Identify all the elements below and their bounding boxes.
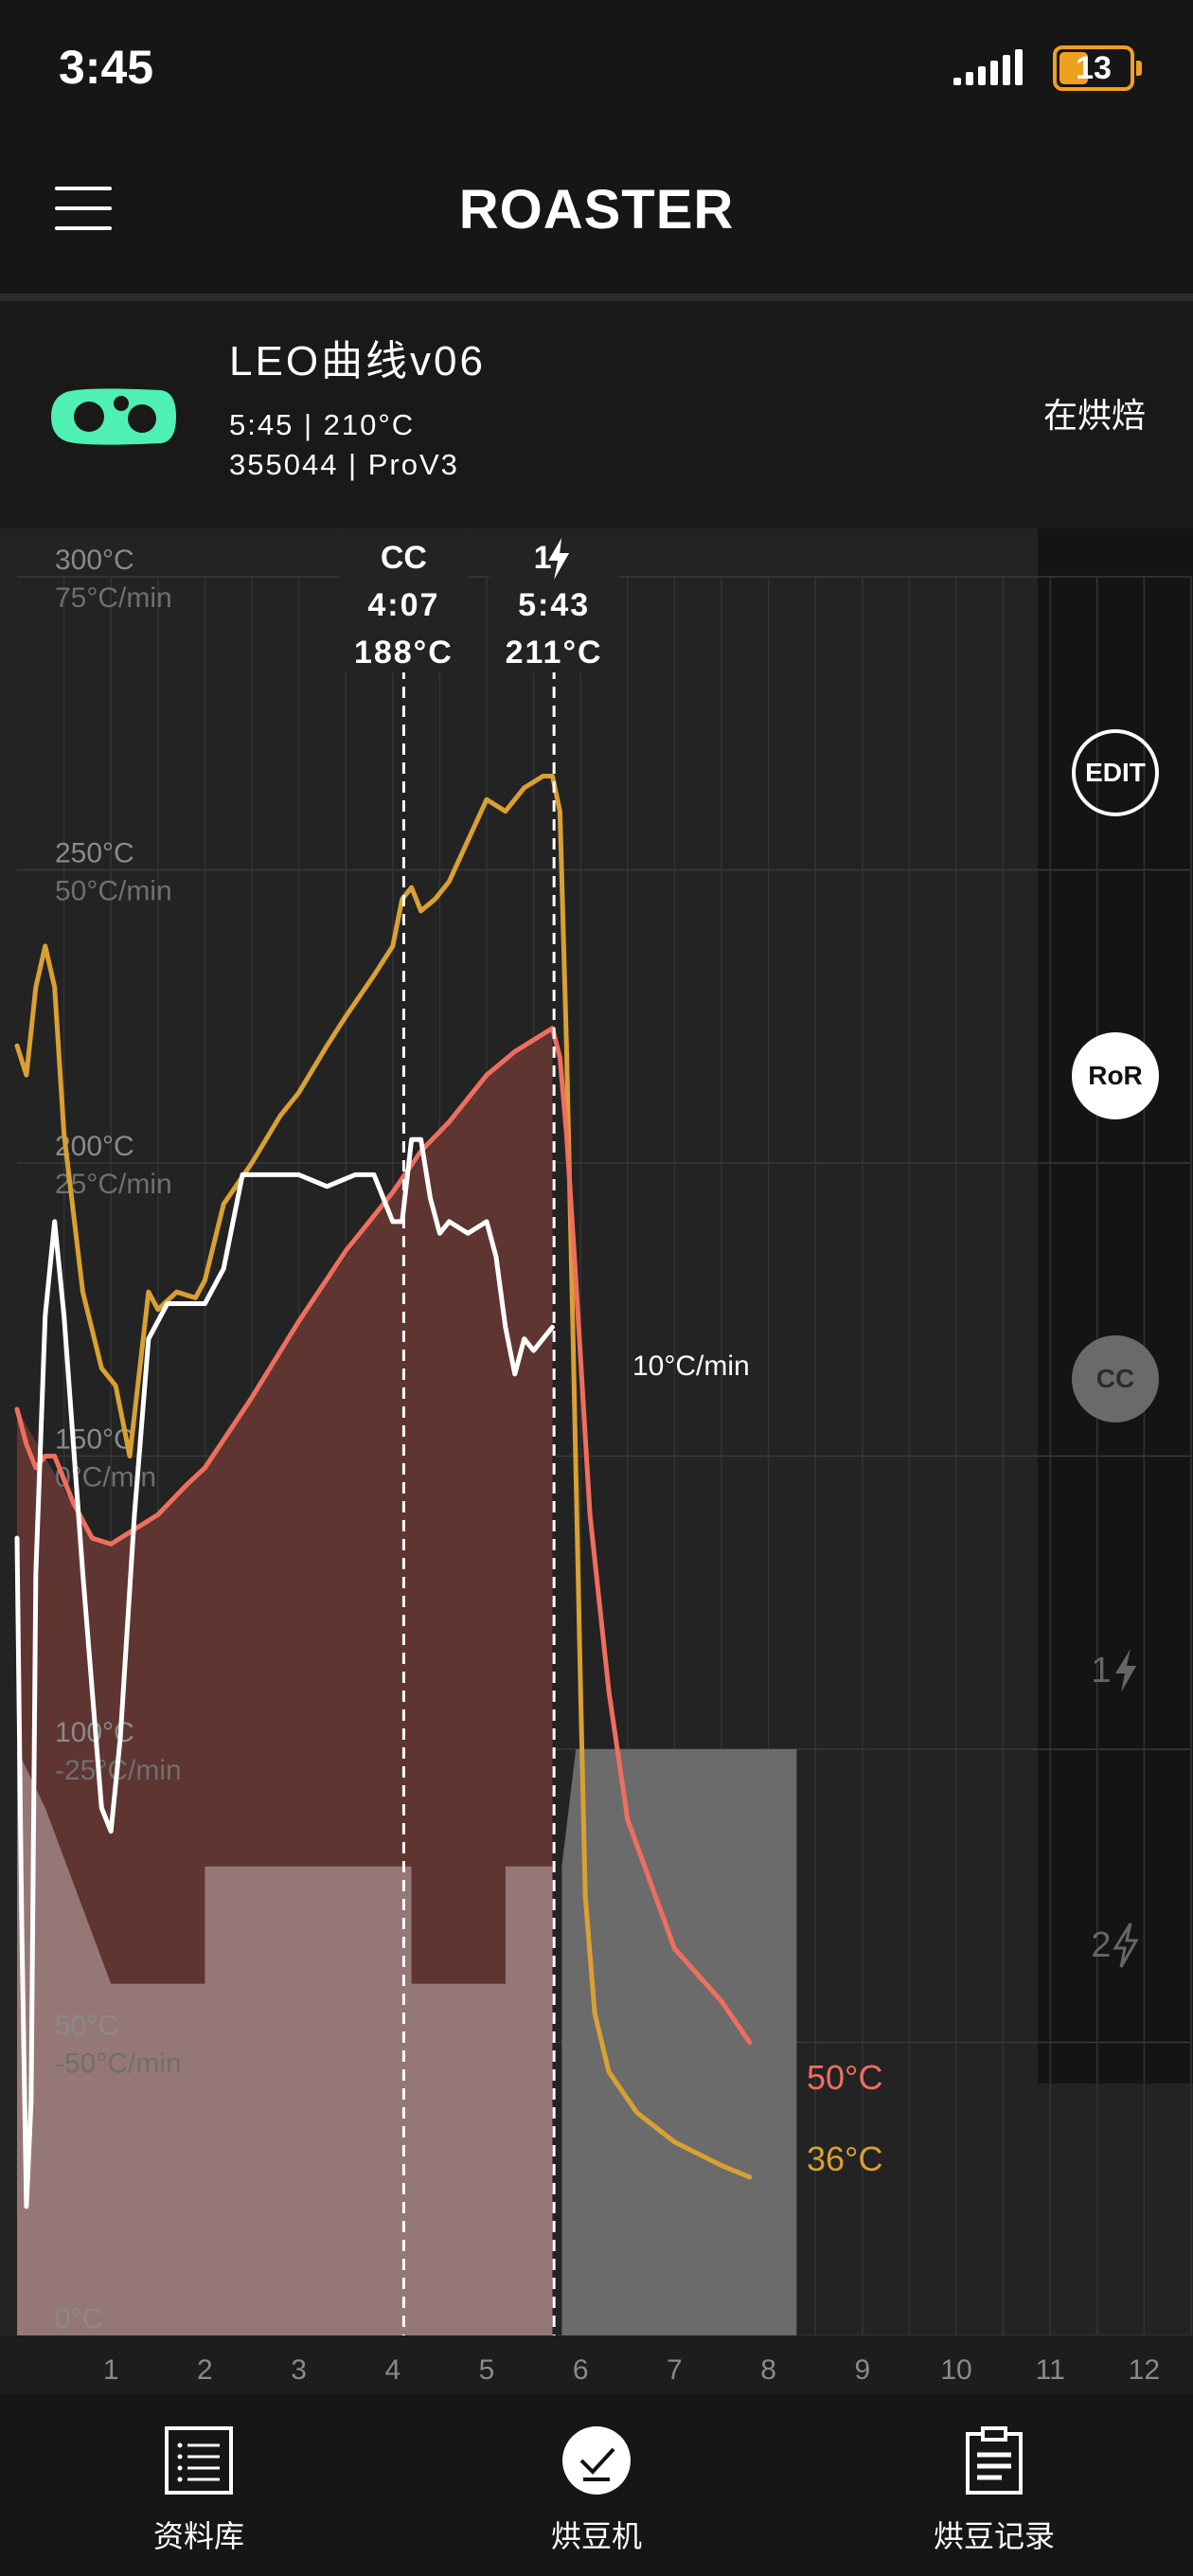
- x-axis-labels: 1 2 3 4 5 6 7 8 9 10 11 12: [0, 2335, 1193, 2394]
- marker-time: 5:43: [518, 587, 590, 623]
- x-tick-label: 5: [479, 2354, 495, 2386]
- y-tick-temp: 0°C: [55, 2303, 102, 2334]
- x-tick-label: 6: [573, 2354, 589, 2386]
- x-tick-label: 4: [384, 2354, 401, 2386]
- x-tick-label: 11: [1036, 2354, 1065, 2386]
- nav-library-label: 资料库: [152, 2519, 244, 2553]
- marker-label: CC: [381, 540, 427, 576]
- ror-line: [14, 1136, 555, 2209]
- roast-status: 在烘焙: [1042, 396, 1146, 435]
- first-crack-label: 1: [1091, 1650, 1112, 1690]
- temp-readout-red: 50°C: [807, 2058, 882, 2097]
- x-tick-label: 9: [854, 2354, 870, 2386]
- menu-icon[interactable]: [55, 187, 112, 230]
- cc-button[interactable]: CC: [1072, 1335, 1159, 1422]
- marker-time: 4:07: [367, 587, 439, 623]
- marker-lightning-icon: [548, 538, 570, 580]
- x-tick-label: 10: [940, 2354, 971, 2386]
- chart-areas: [17, 1028, 797, 2335]
- second-crack-button[interactable]: 2: [1072, 1902, 1159, 1989]
- profile-device: 355044 | ProV3: [229, 448, 459, 481]
- event-markers: CC 4:07 188°C 1 5:43 211°C: [339, 530, 619, 2335]
- battery-icon: 13: [1053, 45, 1142, 91]
- heat-area: [17, 1028, 553, 1984]
- y-tick-ror: 50°C/min: [55, 876, 172, 907]
- temp-readout-orange: 36°C: [807, 2139, 882, 2178]
- edit-button[interactable]: EDIT: [1072, 729, 1159, 816]
- y-tick-temp: 150°C: [55, 1424, 134, 1456]
- clipboard-icon: [966, 2426, 1023, 2495]
- x-tick-label: 1: [103, 2354, 119, 2386]
- y-tick-ror: -50°C/min: [55, 2048, 182, 2080]
- nav-roaster[interactable]: 烘豆机: [502, 2424, 691, 2556]
- marker-temp: 188°C: [354, 635, 454, 671]
- y-tick-temp: 50°C: [55, 2011, 118, 2042]
- x-tick-label: 2: [197, 2354, 213, 2386]
- list-icon: [165, 2426, 233, 2495]
- app-header: [0, 142, 1193, 294]
- x-tick-label: 3: [291, 2354, 307, 2386]
- cool-area: [561, 1749, 797, 2335]
- marker-label-bg: [339, 530, 469, 672]
- status-time: 3:45: [59, 41, 154, 94]
- x-tick-label: 12: [1129, 2354, 1160, 2386]
- x-tick-label: 7: [667, 2354, 683, 2386]
- profile-meta: 5:45 | 210°C 355044 | ProV3: [229, 405, 459, 485]
- ror-readout: 10°C/min: [632, 1351, 750, 1382]
- profile-name: LEO曲线v06: [229, 338, 486, 385]
- ror-button[interactable]: RoR: [1072, 1032, 1159, 1119]
- lightning-icon: [1114, 1649, 1136, 1692]
- battery-level: 13: [1076, 50, 1112, 86]
- page-title: ROASTER: [458, 179, 735, 241]
- roaster-logo-icon: [51, 388, 176, 445]
- status-bar: 3:45 13: [0, 0, 1193, 142]
- fan-area: [17, 1749, 553, 2335]
- x-axis-band: [0, 2335, 1193, 2394]
- y-tick-temp: 300°C: [55, 545, 134, 576]
- nav-library[interactable]: 资料库: [104, 2424, 294, 2556]
- lightning-outline-icon: [1112, 1923, 1139, 1968]
- signal-icon: [953, 47, 1023, 85]
- y-tick-ror: 75°C/min: [55, 582, 172, 614]
- marker-temp: 211°C: [506, 635, 603, 671]
- nav-records[interactable]: 烘豆记录: [899, 2424, 1089, 2556]
- y-tick-temp: 250°C: [55, 838, 134, 869]
- bean-temp-line: [14, 773, 753, 2180]
- x-tick-label: 8: [760, 2354, 776, 2386]
- check-icon: [562, 2426, 631, 2495]
- second-crack-label: 2: [1091, 1924, 1112, 1965]
- y-tick-ror: 25°C/min: [55, 1169, 172, 1200]
- marker-label: 1: [534, 540, 552, 576]
- nav-roaster-label: 烘豆机: [550, 2519, 642, 2553]
- first-crack-button[interactable]: 1: [1072, 1627, 1159, 1714]
- profile-card[interactable]: [0, 301, 1193, 528]
- profile-time-temp: 5:45 | 210°C: [229, 408, 416, 441]
- nav-records-label: 烘豆记录: [933, 2519, 1055, 2553]
- y-tick-ror: 0°C/min: [55, 1462, 156, 1494]
- header-divider: [0, 294, 1193, 301]
- chart-lines: [14, 773, 753, 2209]
- env-temp-line: [14, 1026, 753, 2045]
